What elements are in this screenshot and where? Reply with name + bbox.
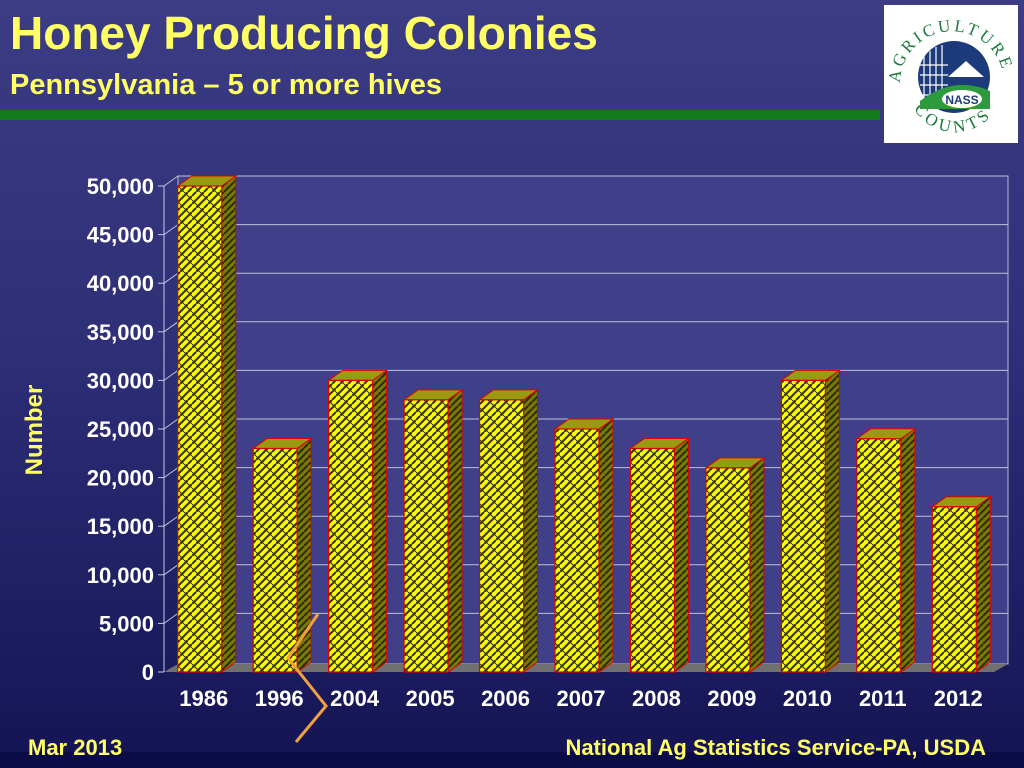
bar-face <box>554 428 600 673</box>
y-tick-label: 35,000 <box>87 320 154 345</box>
bar <box>930 495 992 673</box>
bars <box>176 175 992 673</box>
bar <box>402 388 464 673</box>
bar <box>327 369 389 673</box>
axis-break-mark <box>286 613 328 743</box>
y-tick-label: 10,000 <box>87 563 154 588</box>
bar-face <box>252 447 298 673</box>
bar-face <box>931 506 977 673</box>
bar-face <box>629 447 676 673</box>
bar-side <box>523 388 539 673</box>
x-tick-label: 2007 <box>557 686 606 711</box>
nass-logo-graphic: AGRICULTURE COUNTS NASS <box>885 16 1015 137</box>
bar-side <box>598 418 614 673</box>
nass-badge-text: NASS <box>945 93 978 107</box>
bar <box>553 418 615 673</box>
plot-area: 0 5,000 10,000 15,000 20,000 25,000 30,000 35,0… <box>21 174 1009 743</box>
bar-face <box>328 379 374 673</box>
x-tick-label: 2011 <box>859 686 907 711</box>
page-title: Honey Producing Colonies <box>10 7 598 59</box>
x-tick-label: 1996 <box>255 686 304 711</box>
agriculture-counts-logo: AGRICULTURE COUNTS NASS <box>884 5 1018 143</box>
bar-side <box>372 369 388 673</box>
y-tick-label: 15,000 <box>87 514 154 539</box>
y-tick-label: 30,000 <box>87 368 154 393</box>
bar <box>704 456 766 673</box>
bar <box>176 175 238 673</box>
bar-side <box>296 437 312 673</box>
x-tick-label: 2010 <box>783 686 832 711</box>
bar-side <box>975 495 991 673</box>
footer-source: National Ag Statistics Service-PA, USDA <box>565 735 986 760</box>
bar-side <box>900 427 916 673</box>
y-axis-label: Number <box>21 385 48 476</box>
bar-face <box>705 467 751 673</box>
bar-face <box>856 438 902 673</box>
x-axis-ticks: 1986 1996 2004 2005 2006 2007 2008 2009 2010 2011… <box>179 686 982 711</box>
bar-side <box>447 388 463 673</box>
page-subtitle: Pennsylvania – 5 or more hives <box>10 69 442 101</box>
x-tick-label: 2008 <box>632 686 681 711</box>
x-tick-label: 2009 <box>707 686 756 711</box>
y-tick-label: 50,000 <box>87 174 154 199</box>
y-tick-label: 0 <box>142 660 154 685</box>
bar-side <box>221 175 237 673</box>
bar <box>779 369 841 673</box>
y-tick-label: 5,000 <box>99 611 154 636</box>
x-tick-label: 1986 <box>179 686 228 711</box>
footer-band <box>0 752 1024 768</box>
header-divider <box>0 110 880 120</box>
bar-side <box>749 456 765 673</box>
y-axis-ticks: 0 5,000 10,000 15,000 20,000 25,000 30,000 35,0… <box>87 174 164 685</box>
bar <box>628 437 691 673</box>
y-tick-label: 25,000 <box>87 417 154 442</box>
y-tick-label: 20,000 <box>87 466 154 491</box>
x-tick-label: 2006 <box>481 686 530 711</box>
bar <box>855 427 917 673</box>
x-tick-label: 2004 <box>330 686 380 711</box>
y-tick-label: 40,000 <box>87 271 154 296</box>
y-tick-label: 45,000 <box>87 223 154 248</box>
bar <box>477 388 540 673</box>
x-tick-label: 2012 <box>934 686 983 711</box>
bar-face <box>780 379 826 673</box>
bar-face <box>478 399 525 673</box>
bar-side <box>673 437 689 673</box>
bar <box>251 437 313 673</box>
gridline <box>163 175 1008 187</box>
bar-face <box>177 185 223 673</box>
bar-side <box>824 369 840 673</box>
footer-date: Mar 2013 <box>28 735 123 760</box>
x-tick-label: 2005 <box>406 686 455 711</box>
bar-face <box>403 399 449 673</box>
